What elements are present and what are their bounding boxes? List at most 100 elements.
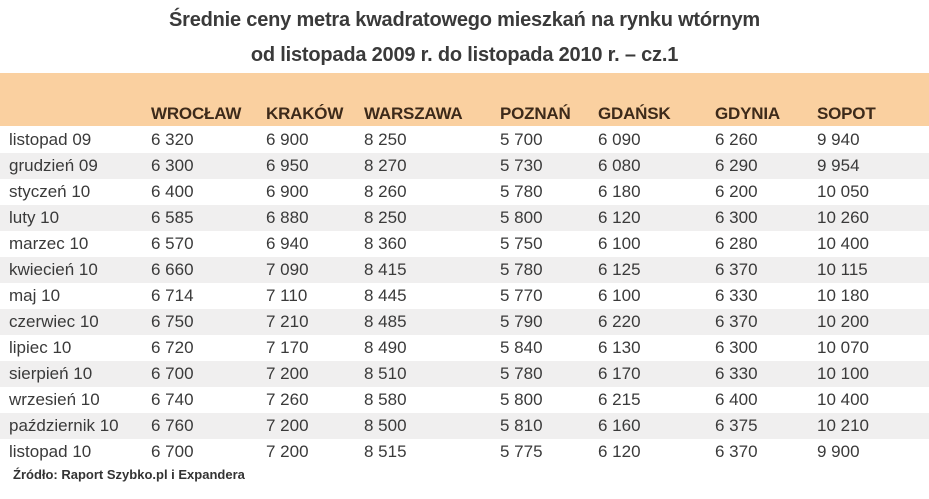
cell-krakow: 6 900 — [266, 130, 309, 149]
cell-gdansk: 6 100 — [598, 286, 641, 305]
cell-poznan: 5 700 — [500, 130, 543, 149]
cell-gdansk: 6 120 — [598, 208, 641, 227]
cell-month: styczeń 10 — [9, 182, 91, 201]
cell-wroclaw: 6 700 — [151, 364, 194, 383]
cell-poznan: 5 770 — [500, 286, 543, 305]
column-header-gdansk: GDAŃSK — [598, 104, 671, 123]
cell-gdynia: 6 200 — [715, 182, 758, 201]
cell-sopot: 10 400 — [817, 390, 869, 409]
cell-wroclaw: 6 320 — [151, 130, 194, 149]
table-row: październik 10 6 760 7 200 8 500 5 810 6 160 6… — [0, 413, 929, 439]
cell-wroclaw: 6 760 — [151, 416, 194, 435]
cell-warszawa: 8 250 — [364, 208, 407, 227]
cell-poznan: 5 730 — [500, 156, 543, 175]
cell-gdansk: 6 120 — [598, 442, 641, 461]
column-header-gdynia: GDYNIA — [715, 104, 780, 123]
cell-wroclaw: 6 740 — [151, 390, 194, 409]
cell-gdynia: 6 400 — [715, 390, 758, 409]
page-title: Średnie ceny metra kwadratowego mieszkań… — [168, 9, 761, 31]
cell-sopot: 10 100 — [817, 364, 869, 383]
cell-warszawa: 8 515 — [364, 442, 407, 461]
cell-sopot: 10 260 — [817, 208, 869, 227]
cell-month: marzec 10 — [9, 234, 89, 253]
column-header-poznan: POZNAŃ — [500, 104, 571, 123]
cell-wroclaw: 6 585 — [151, 208, 194, 227]
cell-warszawa: 8 485 — [364, 312, 407, 331]
cell-gdynia: 6 330 — [715, 364, 758, 383]
cell-warszawa: 8 360 — [364, 234, 407, 253]
cell-poznan: 5 800 — [500, 390, 543, 409]
cell-gdynia: 6 300 — [715, 208, 758, 227]
cell-sopot: 10 200 — [817, 312, 869, 331]
cell-gdynia: 6 375 — [715, 416, 758, 435]
table-row: marzec 10 6 570 6 940 8 360 5 750 6 100 6 280 1… — [0, 231, 929, 257]
cell-gdansk: 6 080 — [598, 156, 641, 175]
cell-month: kwiecień 10 — [9, 260, 98, 279]
cell-sopot: 10 115 — [817, 260, 868, 279]
cell-month: grudzień 09 — [9, 156, 98, 175]
cell-krakow: 7 260 — [266, 390, 309, 409]
cell-month: maj 10 — [9, 286, 61, 305]
cell-month: wrzesień 10 — [9, 390, 100, 409]
cell-month: luty 10 — [9, 208, 60, 227]
cell-krakow: 6 880 — [266, 208, 309, 227]
cell-warszawa: 8 270 — [364, 156, 407, 175]
cell-warszawa: 8 500 — [364, 416, 407, 435]
cell-warszawa: 8 510 — [364, 364, 407, 383]
cell-gdynia: 6 280 — [715, 234, 758, 253]
cell-poznan: 5 790 — [500, 312, 543, 331]
table-row: styczeń 10 6 400 6 900 8 260 5 780 6 180 6 200… — [0, 179, 929, 205]
cell-gdansk: 6 170 — [598, 364, 641, 383]
cell-poznan: 5 750 — [500, 234, 543, 253]
table-row: maj 10 6 714 7 110 8 445 5 770 6 100 6 330 10 1… — [0, 283, 929, 309]
cell-warszawa: 8 490 — [364, 338, 407, 357]
table-row: listopad 09 6 320 6 900 8 250 5 700 6 090 6 26… — [0, 127, 929, 153]
cell-wroclaw: 6 400 — [151, 182, 194, 201]
cell-wroclaw: 6 570 — [151, 234, 194, 253]
cell-krakow: 6 950 — [266, 156, 309, 175]
cell-gdynia: 6 260 — [715, 130, 758, 149]
source-note: Źródło: Raport Szybko.pl i Expandera — [13, 467, 245, 482]
cell-sopot: 10 070 — [817, 338, 869, 357]
table-row: wrzesień 10 6 740 7 260 8 580 5 800 6 215 6 40… — [0, 387, 929, 413]
table-row: kwiecień 10 6 660 7 090 8 415 5 780 6 125 6 37… — [0, 257, 929, 283]
cell-krakow: 7 200 — [266, 364, 309, 383]
column-header-wroclaw: WROCŁAW — [151, 104, 242, 123]
table-row: lipiec 10 6 720 7 170 8 490 5 840 6 130 6 300 1… — [0, 335, 929, 361]
cell-poznan: 5 775 — [500, 442, 543, 461]
cell-sopot: 9 900 — [817, 442, 860, 461]
cell-poznan: 5 840 — [500, 338, 543, 357]
cell-krakow: 7 200 — [266, 442, 309, 461]
cell-gdansk: 6 090 — [598, 130, 641, 149]
cell-gdansk: 6 125 — [598, 260, 641, 279]
cell-wroclaw: 6 660 — [151, 260, 194, 279]
cell-gdansk: 6 180 — [598, 182, 641, 201]
cell-wroclaw: 6 714 — [151, 286, 194, 305]
cell-krakow: 7 110 — [266, 286, 308, 305]
cell-wroclaw: 6 300 — [151, 156, 194, 175]
cell-wroclaw: 6 750 — [151, 312, 194, 331]
cell-gdansk: 6 100 — [598, 234, 641, 253]
cell-krakow: 6 900 — [266, 182, 309, 201]
cell-gdynia: 6 370 — [715, 442, 758, 461]
cell-krakow: 7 170 — [266, 338, 309, 357]
cell-warszawa: 8 445 — [364, 286, 407, 305]
cell-sopot: 9 954 — [817, 156, 860, 175]
cell-gdynia: 6 370 — [715, 312, 758, 331]
table-row: luty 10 6 585 6 880 8 250 5 800 6 120 6 300 10 … — [0, 205, 929, 231]
page-subtitle: od listopada 2009 r. do listopada 2010 r… — [250, 44, 679, 66]
cell-gdansk: 6 220 — [598, 312, 641, 331]
column-header-warszawa: WARSZAWA — [364, 104, 463, 123]
table-body: listopad 09 6 320 6 900 8 250 5 700 6 090 6 26… — [0, 127, 929, 465]
cell-warszawa: 8 260 — [364, 182, 407, 201]
cell-sopot: 10 210 — [817, 416, 869, 435]
cell-month: październik 10 — [9, 416, 119, 435]
cell-warszawa: 8 580 — [364, 390, 407, 409]
cell-warszawa: 8 415 — [364, 260, 407, 279]
cell-wroclaw: 6 720 — [151, 338, 194, 357]
cell-poznan: 5 780 — [500, 182, 543, 201]
column-header-sopot: SOPOT — [817, 104, 876, 123]
cell-poznan: 5 810 — [500, 416, 543, 435]
cell-warszawa: 8 250 — [364, 130, 407, 149]
cell-krakow: 7 210 — [266, 312, 309, 331]
